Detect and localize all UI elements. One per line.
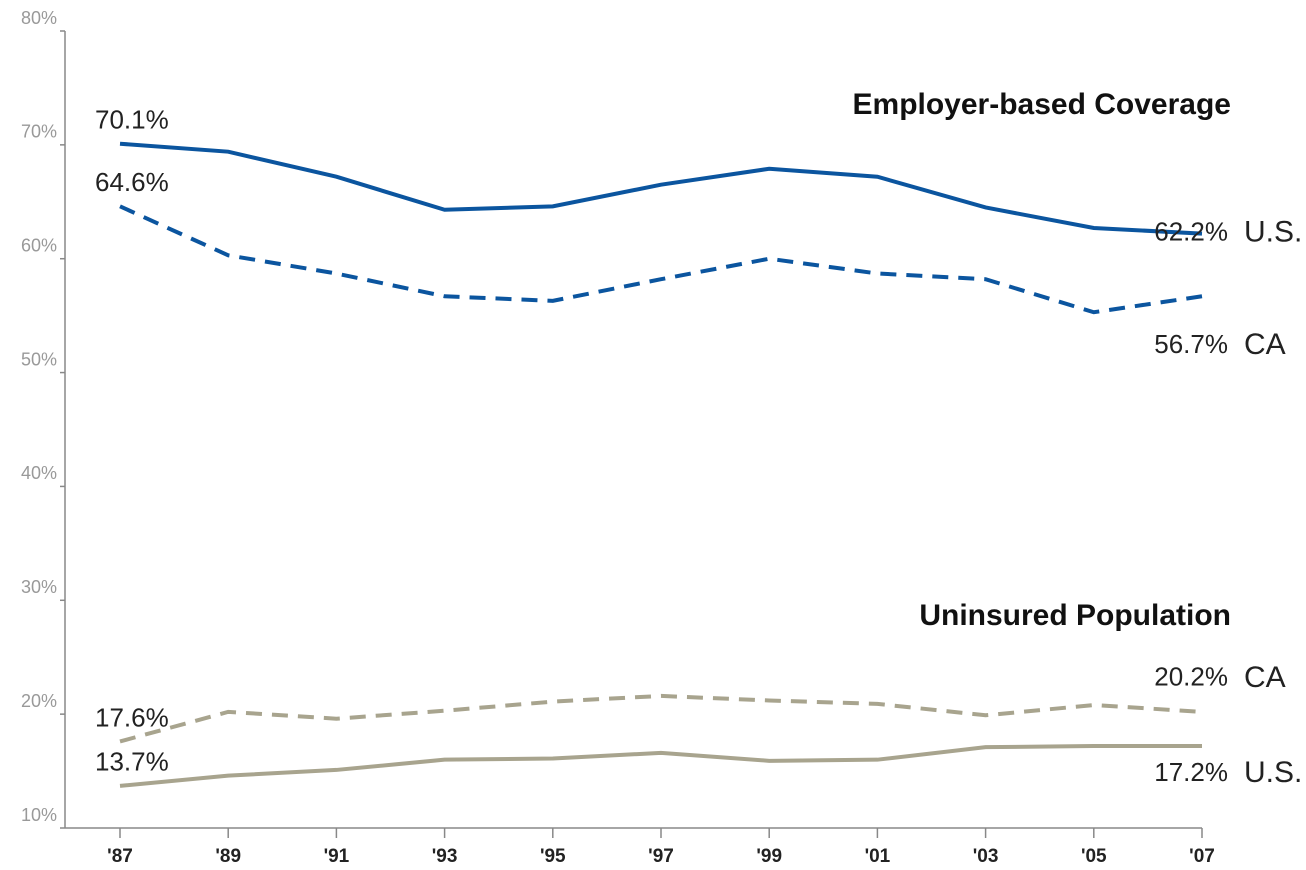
series-line <box>119 693 1203 744</box>
series-line <box>119 141 1203 236</box>
x-tick-label: '93 <box>432 846 458 867</box>
series-name: U.S. <box>1244 756 1302 789</box>
series-name: U.S. <box>1244 216 1302 249</box>
y-tick-label: 40% <box>21 463 57 483</box>
y-tick-label: 50% <box>21 349 57 369</box>
value-label: 17.2% <box>1154 757 1228 787</box>
x-tick-label: '89 <box>215 846 241 867</box>
y-tick-label: 30% <box>21 577 57 597</box>
x-tick-label: '95 <box>540 846 566 867</box>
value-label: 64.6% <box>95 167 169 197</box>
x-tick-label: '07 <box>1189 846 1215 867</box>
value-label: 56.7% <box>1154 329 1228 359</box>
value-label: 20.2% <box>1154 662 1228 692</box>
x-tick-label: '05 <box>1081 846 1107 867</box>
x-tick-label: '03 <box>973 846 999 867</box>
y-tick-label: 80% <box>21 8 57 28</box>
x-tick-label: '97 <box>648 846 674 867</box>
x-tick-label: '01 <box>865 846 891 867</box>
x-tick-label: '87 <box>107 846 133 867</box>
y-tick-label: 10% <box>21 805 57 825</box>
x-tick-label: '99 <box>756 846 782 867</box>
value-label: 62.2% <box>1154 217 1228 247</box>
value-label: 70.1% <box>95 105 169 135</box>
y-tick-label: 20% <box>21 691 57 711</box>
series-line <box>119 204 1203 315</box>
value-label: 13.7% <box>95 747 169 777</box>
x-tick-label: '91 <box>324 846 350 867</box>
series-name: CA <box>1244 328 1286 361</box>
value-label: 17.6% <box>95 702 169 732</box>
y-tick-label: 60% <box>21 235 57 255</box>
series-line <box>119 744 1202 788</box>
series-name: CA <box>1244 661 1286 694</box>
annotation: Uninsured Population <box>919 599 1231 632</box>
annotation: Employer-based Coverage <box>853 88 1231 121</box>
y-tick-label: 70% <box>21 122 57 142</box>
